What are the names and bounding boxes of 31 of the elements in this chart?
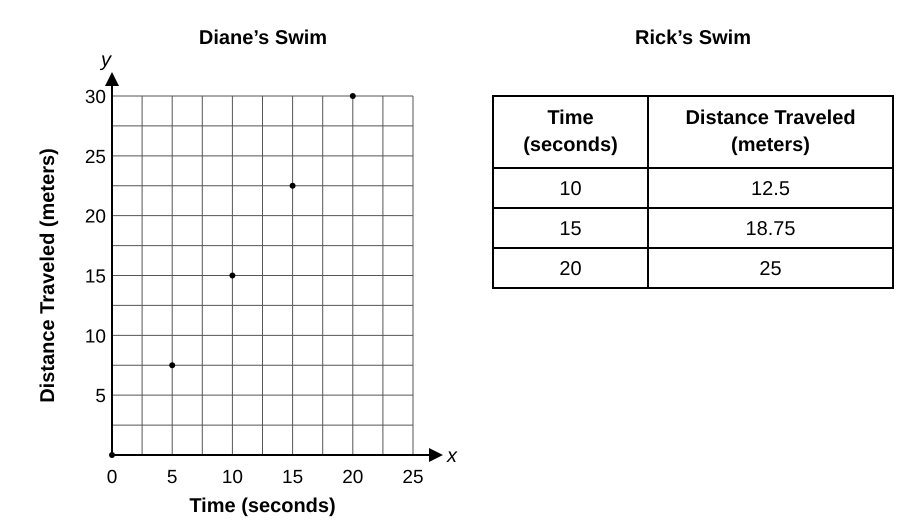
- text: Distance Traveled (meters): [685, 107, 856, 156]
- x-tick-label: 10: [222, 467, 243, 488]
- y-tick-label: 30: [84, 87, 106, 108]
- text: x: [446, 445, 458, 467]
- point: [350, 93, 356, 99]
- point: [290, 182, 296, 189]
- y-tick-label: 10: [84, 326, 106, 348]
- category-label: 20: [559, 258, 582, 280]
- y-tick-label: 5: [95, 386, 106, 408]
- category-label: 10: [559, 178, 582, 200]
- point: [109, 452, 115, 458]
- x-tick-label: 20: [342, 467, 364, 488]
- y-axis-title: Distance Traveled (meters): [37, 148, 59, 403]
- data-label: 12.5: [751, 178, 790, 200]
- x-axis-title: Time (seconds): [189, 495, 336, 517]
- x-tick-label: 5: [166, 467, 178, 488]
- y-tick-label: 20: [84, 206, 106, 228]
- text: y: [99, 49, 112, 71]
- y-tick-label: 15: [84, 266, 106, 288]
- point: [229, 272, 236, 278]
- y-tick-label: 25: [84, 146, 106, 168]
- text: Rick’s Swim: [635, 27, 751, 49]
- x-tick-label: 25: [402, 467, 424, 488]
- data-label: 18.75: [745, 218, 796, 240]
- category-label: 15: [559, 218, 582, 240]
- point: [169, 362, 176, 368]
- chart-title: Diane’s Swim: [198, 27, 328, 49]
- data-label: 25: [759, 258, 782, 280]
- x-tick-label: 0: [106, 467, 118, 488]
- text: Time (seconds): [523, 107, 618, 156]
- x-tick-label: 15: [282, 467, 304, 488]
